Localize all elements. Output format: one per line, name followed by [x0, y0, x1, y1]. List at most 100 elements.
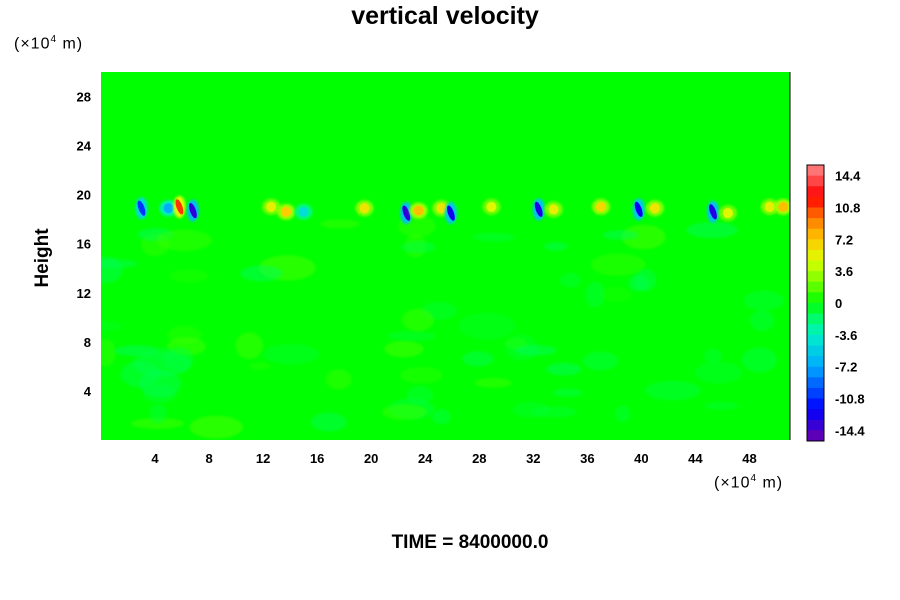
- field-texture-blob: [168, 269, 209, 283]
- x-tick-label: 44: [688, 451, 703, 466]
- x-tick-label: 48: [742, 451, 756, 466]
- y-tick-label: 16: [77, 237, 91, 252]
- velocity-feature-core: [402, 205, 411, 221]
- field-texture-blob: [645, 380, 701, 401]
- colorbar-tick-label: -10.8: [835, 392, 865, 407]
- field-texture-blob: [750, 309, 775, 332]
- field-texture-blob: [552, 388, 583, 397]
- velocity-feature-core: [764, 201, 775, 212]
- colorbar-swatch: [807, 356, 824, 368]
- velocity-feature-core: [298, 206, 309, 217]
- colorbar-swatch: [807, 334, 824, 346]
- field-texture-blob: [163, 347, 194, 372]
- colorbar-swatch: [807, 281, 824, 293]
- y-tick-label: 8: [84, 335, 91, 350]
- field-texture-blob: [120, 360, 160, 388]
- field-texture-blob: [741, 347, 777, 373]
- colorbar-swatch: [807, 377, 824, 389]
- x-axis-unit: (×104 m): [714, 473, 784, 492]
- field-texture-blob: [590, 253, 646, 276]
- field-texture-blob: [512, 401, 550, 418]
- field-texture-blob: [458, 312, 516, 340]
- velocity-feature-core: [709, 204, 717, 220]
- colorbar-swatch: [807, 398, 824, 410]
- field-texture-blob: [248, 362, 272, 370]
- colorbar-swatch: [807, 165, 824, 177]
- field-texture-blob: [474, 377, 513, 388]
- velocity-feature-core: [163, 203, 174, 214]
- velocity-feature-core: [778, 201, 789, 212]
- velocity-feature-core: [534, 201, 543, 217]
- field-texture-blob: [602, 230, 639, 240]
- field-texture-blob: [600, 286, 632, 302]
- field-texture-blob: [189, 415, 243, 439]
- velocity-feature-core: [137, 200, 146, 216]
- field-texture-blob: [703, 348, 723, 364]
- colorbar-swatch: [807, 387, 824, 399]
- field-texture-blob: [704, 401, 738, 411]
- field-texture-blob: [310, 412, 347, 432]
- field-texture-blob: [694, 361, 743, 384]
- colorbar-swatch: [807, 303, 824, 315]
- field-texture-blob: [614, 405, 631, 423]
- field-texture-blob: [235, 332, 264, 360]
- colorbar-tick-label: 10.8: [835, 201, 860, 216]
- velocity-feature-core: [446, 205, 455, 221]
- y-tick-label: 4: [84, 384, 92, 399]
- colorbar-tick-label: 3.6: [835, 264, 853, 279]
- velocity-feature-core: [548, 204, 559, 215]
- colorbar-tick-label: -14.4: [835, 423, 865, 438]
- x-tick-label: 28: [472, 451, 486, 466]
- field-texture-blob: [628, 274, 649, 292]
- colorbar-swatch: [807, 249, 824, 261]
- x-tick-label: 12: [256, 451, 270, 466]
- colorbar-tick-label: -3.6: [835, 328, 857, 343]
- velocity-feature-core: [281, 206, 292, 217]
- field-texture-blob: [399, 367, 443, 384]
- x-tick-label: 20: [364, 451, 378, 466]
- velocity-feature-core: [188, 203, 197, 219]
- velocity-feature-core: [413, 205, 424, 216]
- velocity-feature-core: [722, 208, 733, 219]
- x-tick-label: 16: [310, 451, 324, 466]
- y-tick-label: 20: [77, 188, 91, 203]
- colorbar-swatch: [807, 366, 824, 378]
- velocity-feature-core: [266, 201, 277, 212]
- x-tick-label: 32: [526, 451, 540, 466]
- x-tick-label: 24: [418, 451, 433, 466]
- field-texture-blob: [686, 221, 738, 239]
- field-texture-blob: [240, 265, 283, 282]
- colorbar-tick-label: 7.2: [835, 232, 853, 247]
- field-texture-blob: [743, 291, 784, 311]
- colorbar-swatch: [807, 345, 824, 357]
- colorbar-swatch: [807, 196, 824, 208]
- field-texture-blob: [263, 344, 320, 365]
- colorbar-swatch: [807, 186, 824, 198]
- colorbar-swatch: [807, 228, 824, 240]
- field-texture-blob: [101, 259, 138, 269]
- field-texture-blob: [585, 281, 605, 308]
- colorbar-swatch: [807, 175, 824, 187]
- field-texture-blob: [546, 362, 582, 376]
- colorbar-tick-label: 14.4: [835, 169, 861, 184]
- field-texture-blob: [381, 404, 427, 420]
- velocity-feature-core: [359, 203, 370, 214]
- field-texture-blob: [101, 321, 123, 332]
- field-texture-blob: [101, 338, 116, 367]
- velocity-feature-core: [595, 201, 606, 212]
- field-texture-blob: [432, 409, 451, 425]
- velocity-feature-core: [175, 199, 184, 215]
- velocity-field-background: [101, 72, 790, 440]
- colorbar-swatch: [807, 292, 824, 304]
- colorbar-swatch: [807, 409, 824, 421]
- colorbar-swatch: [807, 260, 824, 272]
- colorbar-swatch: [807, 419, 824, 431]
- field-texture-blob: [149, 403, 167, 424]
- field-texture-blob: [325, 369, 352, 390]
- colorbar-swatch: [807, 218, 824, 230]
- y-tick-label: 12: [77, 286, 91, 301]
- field-texture-blob: [621, 224, 666, 250]
- colorbar-swatch: [807, 313, 824, 325]
